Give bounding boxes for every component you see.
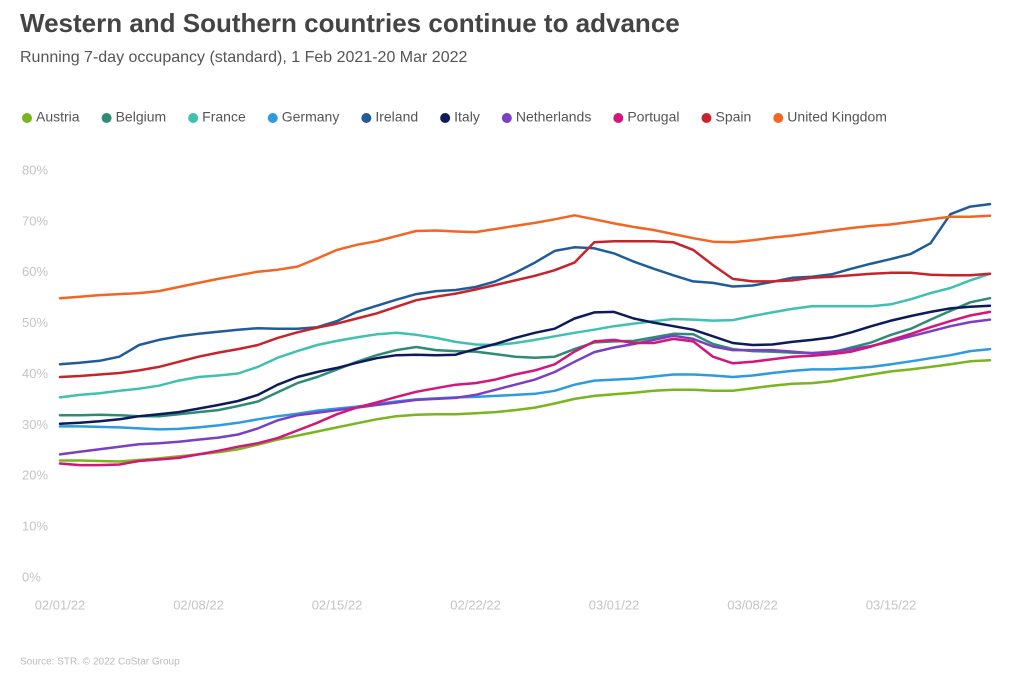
x-tick-label: 02/08/22 xyxy=(173,597,224,612)
legend-label: Belgium xyxy=(116,109,167,125)
legend-label: Austria xyxy=(36,109,80,125)
y-tick-label: 30% xyxy=(22,417,48,432)
chart-subtitle: Running 7-day occupancy (standard), 1 Fe… xyxy=(20,49,467,66)
legend-label: Spain xyxy=(715,109,751,125)
legend-label: Germany xyxy=(282,109,340,125)
legend-marker xyxy=(361,113,372,123)
series-line xyxy=(58,304,992,426)
legend-marker xyxy=(267,113,278,123)
legend-marker xyxy=(440,113,451,123)
source-note: Source: STR. © 2022 CoStar Group xyxy=(20,657,180,668)
y-tick-label: 50% xyxy=(22,315,48,330)
legend-marker xyxy=(22,113,32,123)
series-line xyxy=(58,318,992,456)
series-line xyxy=(58,310,992,467)
legend-label: France xyxy=(202,109,246,125)
x-tick-label: 02/15/22 xyxy=(312,597,363,612)
y-tick-label: 20% xyxy=(22,468,48,483)
x-tick-label: 02/22/22 xyxy=(450,597,501,612)
y-tick-label: 80% xyxy=(22,162,48,177)
y-tick-label: 70% xyxy=(22,213,48,228)
series-line xyxy=(58,272,992,399)
legend-marker xyxy=(701,113,712,123)
y-tick-label: 0% xyxy=(22,569,41,584)
y-tick-label: 10% xyxy=(22,519,48,534)
x-tick-label: 03/15/22 xyxy=(866,597,917,612)
legend-label: Netherlands xyxy=(516,109,592,125)
chart-title: Western and Southern countries continue … xyxy=(20,8,680,38)
x-tick-label: 03/01/22 xyxy=(589,597,640,612)
series-line xyxy=(58,239,992,379)
series-line xyxy=(58,202,992,366)
legend-label: Ireland xyxy=(375,109,418,125)
legend-marker xyxy=(188,113,199,123)
legend-marker xyxy=(773,113,784,123)
legend-marker xyxy=(501,113,512,123)
y-tick-label: 40% xyxy=(22,366,48,381)
series-line xyxy=(58,214,992,300)
legend-label: Italy xyxy=(454,109,480,125)
legend-marker xyxy=(613,113,624,123)
x-tick-label: 03/08/22 xyxy=(727,597,778,612)
legend-label: Portugal xyxy=(627,109,679,125)
x-tick-label: 02/01/22 xyxy=(35,597,86,612)
legend-label: United Kingdom xyxy=(787,109,887,125)
legend-marker xyxy=(101,113,112,123)
y-tick-label: 60% xyxy=(22,264,48,279)
series-line xyxy=(58,347,992,431)
